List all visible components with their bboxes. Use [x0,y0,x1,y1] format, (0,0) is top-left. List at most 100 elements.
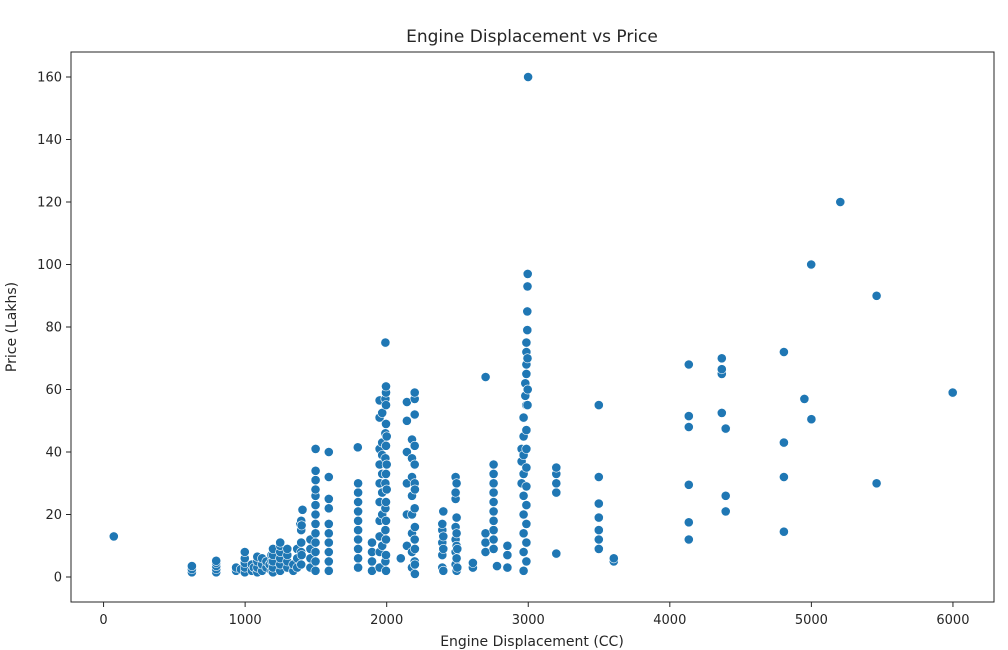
data-point [522,325,533,335]
data-point [353,487,363,498]
data-point [323,547,334,557]
data-point [806,259,817,270]
data-point [381,418,391,429]
data-point [438,506,449,517]
data-point [297,504,308,515]
data-point [296,550,307,560]
data-point [551,462,562,473]
data-point [381,534,391,545]
data-point [593,534,604,545]
data-point [323,503,334,514]
data-point [521,500,532,510]
plot-frame [70,51,995,603]
data-point [551,548,562,559]
data-point [452,544,463,554]
data-point [480,372,491,382]
data-point [521,556,532,567]
data-point [409,484,420,495]
data-point [488,525,499,535]
data-point [310,484,321,495]
data-point [683,359,694,370]
data-point [502,540,513,551]
data-point [716,364,727,375]
data-point [488,478,499,489]
data-point [409,503,420,514]
x-tick-label: 3000 [512,613,545,628]
data-point [518,412,529,423]
data-point [451,528,462,539]
data-point [381,400,391,410]
data-point [522,384,533,395]
data-point [518,565,529,576]
data-point [401,415,412,426]
data-point [521,519,532,529]
data-point [518,509,529,520]
y-axis-ticks: 0 20 40 60 80 100 120 140 160 [37,71,71,586]
data-point [716,407,727,418]
data-point [502,562,513,573]
data-point [409,409,420,420]
data-point [683,517,694,528]
data-point [353,478,363,489]
data-point [353,525,363,535]
data-point [296,537,307,548]
data-point [779,347,789,357]
data-point [522,400,533,410]
data-point [720,490,731,501]
data-point [451,478,462,489]
data-point [310,475,321,485]
data-point [871,290,882,301]
data-point [608,553,619,564]
data-point [522,306,533,317]
data-point [323,493,334,504]
data-point [521,481,532,492]
x-tick-label: 5000 [795,613,828,628]
data-point [310,537,321,548]
data-point [409,559,420,570]
x-tick-label: 4000 [653,613,686,628]
data-point [806,414,817,425]
data-point [551,478,562,489]
data-point [871,478,882,489]
data-point [380,525,391,535]
data-point [521,443,532,454]
data-point [683,534,694,545]
data-point [310,519,321,529]
data-point [323,472,334,482]
data-point [488,487,499,498]
data-point [381,497,391,507]
data-point [518,528,529,539]
data-point [409,459,420,470]
data-point [409,544,420,554]
data-point [239,547,250,557]
data-point [452,562,463,573]
data-point [381,431,392,442]
y-axis-label: Price (Lakhs) [4,282,20,372]
data-point [353,534,363,545]
data-point [488,497,499,507]
data-point [381,515,391,526]
data-point [395,553,406,564]
data-point [380,337,391,348]
data-point [438,544,449,554]
data-point [716,353,727,364]
y-tick-label: 120 [37,196,62,211]
data-point [381,381,391,392]
data-point [521,425,532,435]
x-axis-label: Engine Displacement (CC) [440,634,624,650]
data-point [451,512,462,523]
data-point [310,500,321,510]
data-point [720,423,731,434]
data-point [381,565,391,576]
data-point [522,268,533,279]
data-point [381,440,391,451]
data-point [282,544,293,554]
data-point [437,519,448,529]
data-point [683,422,694,432]
data-point [523,72,533,82]
data-point [381,459,392,470]
data-point [275,537,286,548]
data-point [381,468,391,479]
y-tick-label: 80 [45,321,62,336]
